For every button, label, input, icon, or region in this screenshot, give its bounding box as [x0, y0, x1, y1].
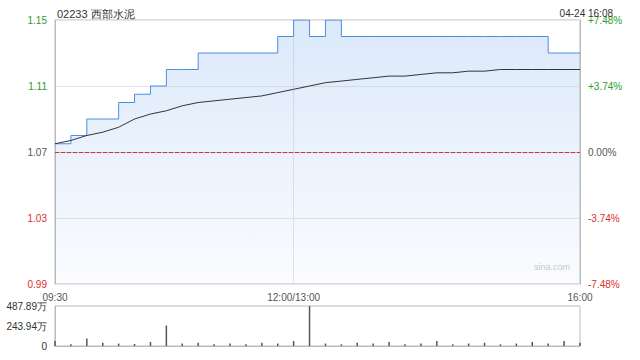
svg-text:0.99: 0.99: [28, 279, 48, 290]
svg-text:487.89万: 487.89万: [6, 301, 47, 312]
svg-text:+7.48%: +7.48%: [588, 14, 623, 26]
svg-text:09:30: 09:30: [42, 292, 67, 303]
svg-text:1.03: 1.03: [28, 213, 48, 224]
svg-text:0: 0: [41, 341, 47, 352]
svg-text:243.94万: 243.94万: [6, 321, 47, 332]
svg-text:1.15: 1.15: [28, 15, 48, 26]
svg-text:-7.48%: -7.48%: [588, 279, 620, 290]
svg-text:04-24 16:08: 04-24 16:08: [560, 8, 614, 19]
svg-text:0.00%: 0.00%: [588, 147, 616, 158]
svg-text:+3.74%: +3.74%: [588, 81, 622, 92]
svg-text:02233 西部水泥: 02233 西部水泥: [57, 8, 135, 20]
svg-text:-3.74%: -3.74%: [588, 213, 620, 224]
svg-text:1.07: 1.07: [28, 147, 48, 158]
svg-text:16:00: 16:00: [567, 292, 592, 303]
svg-text:12:00/13:00: 12:00/13:00: [267, 292, 320, 303]
svg-text:1.11: 1.11: [28, 81, 47, 92]
